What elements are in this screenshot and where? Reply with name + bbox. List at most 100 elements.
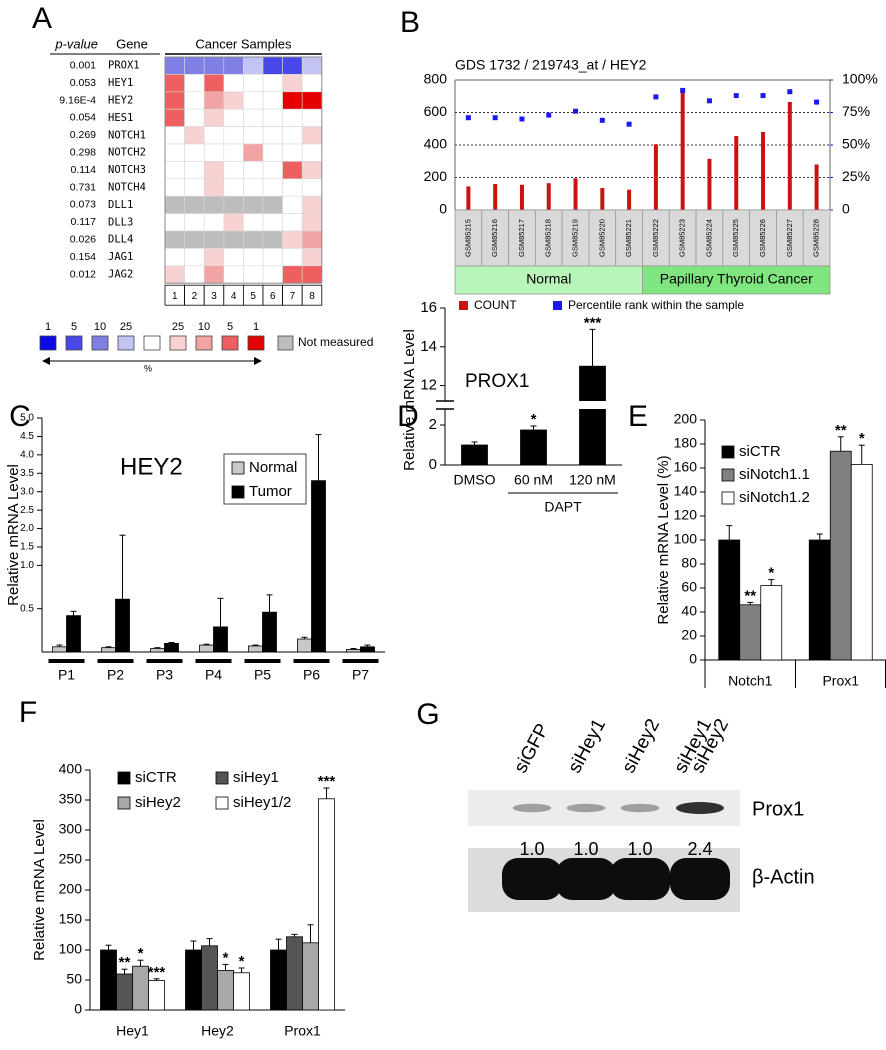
bar	[680, 89, 685, 210]
heatmap-cell	[282, 178, 303, 197]
gene-name: JAG2	[108, 269, 133, 281]
protein-band	[566, 803, 606, 813]
x-tick-label: GSM85220	[597, 219, 606, 257]
legend-label: Tumor	[249, 483, 292, 500]
gene-name: NOTCH2	[108, 147, 146, 159]
heatmap-cell	[282, 126, 303, 145]
bar	[707, 158, 712, 210]
sample-number: 5	[250, 291, 256, 302]
percentile-point	[706, 98, 712, 104]
loading-band	[670, 858, 730, 900]
significance-label: *	[768, 565, 774, 582]
bar	[760, 585, 783, 661]
y-tick-label: 140	[674, 483, 698, 499]
bar	[262, 611, 277, 653]
y2-tick-label: 25%	[842, 168, 870, 184]
percentile-point	[653, 94, 659, 100]
bar	[653, 144, 658, 210]
y-tick-label: 150	[59, 911, 83, 927]
y-tick-label: 40	[681, 603, 697, 619]
heatmap-cell	[203, 91, 225, 110]
heatmap-cell	[223, 213, 244, 232]
heatmap-cell	[301, 56, 323, 75]
heatmap-cell	[184, 265, 205, 284]
y-tick-label: 50	[66, 971, 82, 987]
bar	[761, 132, 766, 210]
heatmap-cell	[184, 56, 205, 75]
legend-label: siHey1	[233, 769, 279, 786]
y-tick-label: 600	[424, 103, 448, 119]
bar	[150, 648, 165, 653]
y-tick-label: 400	[424, 136, 448, 152]
x-tick-label: GSM85222	[651, 219, 660, 257]
bar	[808, 539, 831, 661]
legend-swatch	[277, 335, 294, 351]
panel-letter: A	[32, 2, 52, 35]
sample-number: 8	[309, 291, 315, 302]
heatmap-cell	[243, 248, 264, 267]
x-tick-label: P1	[58, 667, 75, 683]
percentile-point	[492, 115, 498, 121]
sample-number: 2	[192, 291, 198, 302]
significance-label: *	[531, 411, 537, 428]
panel-letter: F	[19, 696, 37, 729]
heatmap-cell	[282, 74, 303, 93]
group-label: Normal	[526, 271, 571, 287]
x-tick-label: Hey1	[116, 1023, 149, 1039]
x-tick-label: GSM85219	[571, 219, 580, 257]
y-tick-label: 160	[674, 459, 698, 475]
x-tick-label: GSM85216	[490, 219, 499, 257]
heatmap-cell	[301, 126, 323, 145]
heatmap-cell	[262, 56, 283, 75]
heatmap-cell	[282, 108, 303, 127]
bar	[579, 365, 606, 466]
heatmap-cell	[164, 56, 185, 75]
heatmap-cell	[262, 161, 283, 180]
heatmap-cell	[282, 213, 303, 232]
heatmap-cell	[223, 143, 244, 162]
bar	[66, 615, 81, 653]
y-tick-label: 2	[429, 416, 437, 433]
heatmap-cell	[243, 143, 264, 162]
legend-label: siHey2	[135, 794, 181, 811]
bar	[311, 480, 326, 653]
y-tick-label: 14	[420, 338, 437, 355]
heatmap-cell	[203, 265, 225, 284]
heatmap-cell	[164, 178, 185, 197]
legend-swatch	[39, 335, 57, 351]
bar	[52, 646, 67, 653]
bar	[217, 970, 234, 1011]
y-tick-label: 0	[74, 1001, 82, 1017]
y-tick-label: 100	[59, 941, 83, 957]
heatmap-cell	[203, 161, 225, 180]
gene-name: HEY2	[108, 95, 133, 107]
gene-name: HEY1	[108, 77, 133, 89]
legend-swatch	[221, 335, 239, 351]
loading-band	[502, 858, 562, 900]
bar	[346, 649, 361, 653]
bar	[199, 644, 214, 653]
bar	[185, 949, 202, 1011]
heatmap-cell	[282, 161, 303, 180]
chart-title: HEY2	[120, 453, 183, 480]
y-tick-label: 350	[59, 791, 83, 807]
bar	[318, 798, 335, 1011]
gene-name: DLL4	[108, 234, 133, 246]
protein-band	[620, 803, 660, 813]
group-box	[642, 265, 831, 295]
legend-swatch	[231, 461, 245, 475]
bar	[100, 949, 117, 1011]
x-tick-label: Hey2	[201, 1023, 234, 1039]
bar	[519, 184, 524, 210]
heatmap-cell	[301, 108, 323, 127]
legend-label: 25	[120, 321, 132, 333]
sample-box	[481, 209, 509, 267]
y-tick-label: 3.0	[20, 486, 34, 497]
p-value: 0.054	[70, 112, 96, 124]
heatmap-cell	[282, 265, 303, 284]
percentile-point	[814, 99, 820, 105]
legend-label: siCTR	[135, 769, 177, 786]
x-tick-label: GSM85225	[731, 219, 740, 257]
bar	[360, 646, 375, 653]
band-name: Prox1	[752, 798, 804, 820]
